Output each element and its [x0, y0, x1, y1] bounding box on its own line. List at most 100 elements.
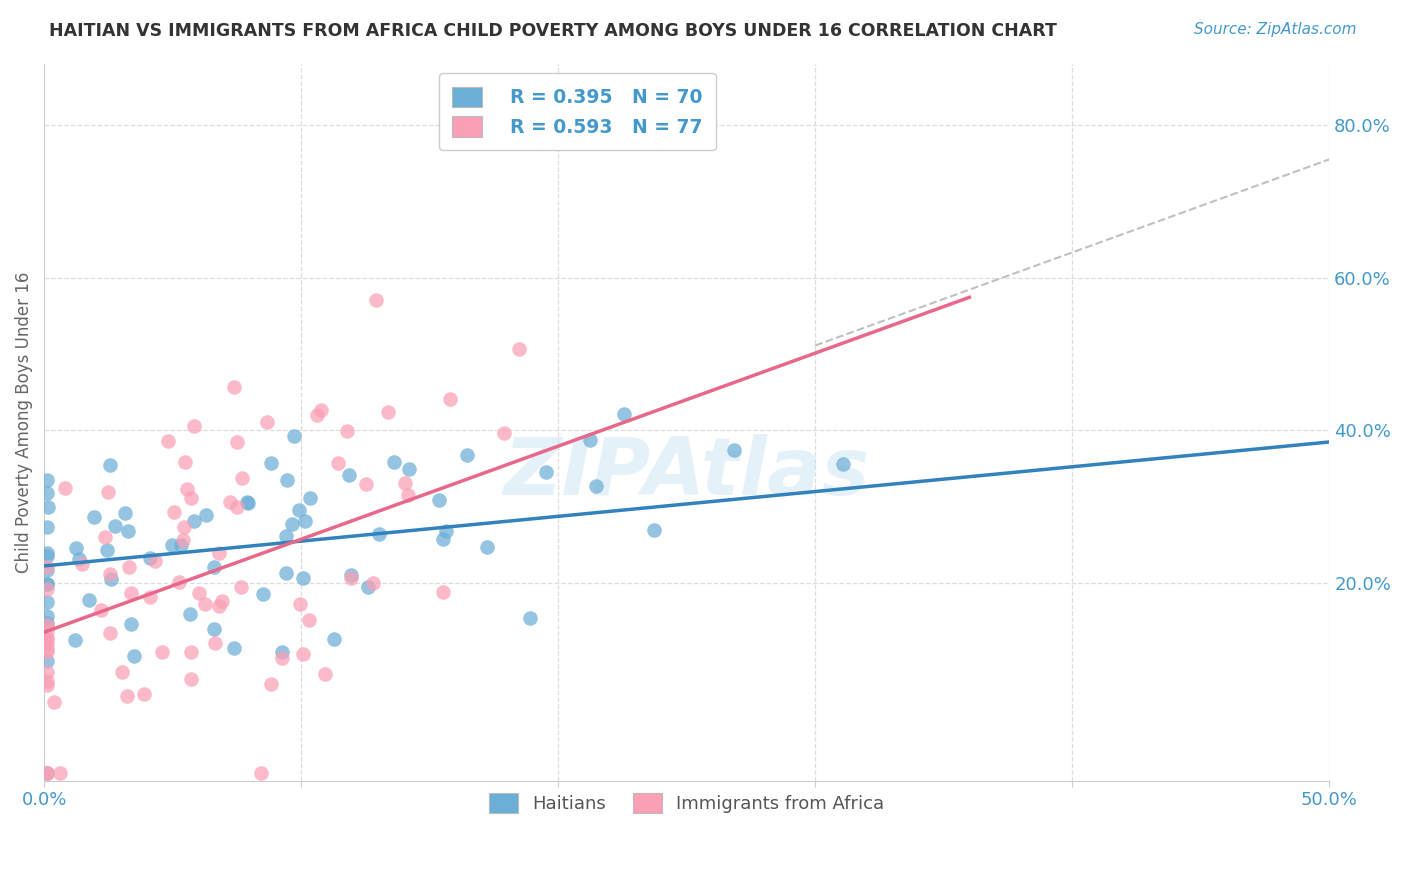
- Text: Source: ZipAtlas.com: Source: ZipAtlas.com: [1194, 22, 1357, 37]
- Legend: Haitians, Immigrants from Africa: Haitians, Immigrants from Africa: [477, 780, 897, 826]
- Point: [292, 571, 315, 585]
- Point: [204, 560, 226, 574]
- Point: [366, 293, 388, 307]
- Point: [613, 407, 636, 421]
- Point: [534, 465, 557, 479]
- Point: [167, 574, 190, 589]
- Point: [118, 560, 141, 574]
- Point: [120, 616, 142, 631]
- Point: [180, 672, 202, 686]
- Point: [434, 524, 457, 539]
- Point: [35, 766, 58, 780]
- Point: [222, 380, 245, 394]
- Point: [294, 514, 316, 528]
- Point: [65, 541, 87, 555]
- Point: [309, 403, 332, 417]
- Point: [94, 530, 117, 544]
- Point: [70, 557, 93, 571]
- Point: [252, 587, 274, 601]
- Point: [117, 689, 139, 703]
- Point: [337, 467, 360, 482]
- Point: [202, 622, 225, 636]
- Point: [204, 636, 226, 650]
- Point: [281, 516, 304, 531]
- Point: [194, 597, 217, 611]
- Point: [67, 551, 90, 566]
- Point: [249, 766, 271, 780]
- Point: [432, 584, 454, 599]
- Point: [35, 520, 58, 534]
- Point: [298, 491, 321, 505]
- Point: [274, 529, 297, 543]
- Point: [208, 599, 231, 614]
- Point: [35, 582, 58, 596]
- Point: [271, 645, 294, 659]
- Point: [35, 564, 58, 578]
- Point: [494, 426, 516, 441]
- Text: ZIPAtlas: ZIPAtlas: [503, 434, 870, 512]
- Point: [723, 442, 745, 457]
- Point: [150, 645, 173, 659]
- Point: [35, 655, 58, 669]
- Point: [323, 632, 346, 646]
- Point: [180, 645, 202, 659]
- Y-axis label: Child Poverty Among Boys Under 16: Child Poverty Among Boys Under 16: [15, 272, 32, 574]
- Point: [35, 641, 58, 656]
- Point: [432, 533, 454, 547]
- Point: [180, 491, 202, 505]
- Point: [832, 457, 855, 471]
- Point: [256, 415, 278, 429]
- Point: [139, 550, 162, 565]
- Point: [97, 485, 120, 500]
- Point: [35, 637, 58, 651]
- Point: [35, 577, 58, 591]
- Point: [291, 647, 314, 661]
- Point: [35, 608, 58, 623]
- Point: [456, 448, 478, 462]
- Point: [382, 454, 405, 468]
- Point: [236, 496, 259, 510]
- Point: [276, 473, 298, 487]
- Point: [396, 488, 419, 502]
- Point: [314, 666, 336, 681]
- Point: [519, 610, 541, 624]
- Point: [35, 766, 58, 780]
- Point: [96, 543, 118, 558]
- Point: [83, 509, 105, 524]
- Point: [143, 554, 166, 568]
- Point: [508, 342, 530, 356]
- Point: [35, 673, 58, 688]
- Point: [226, 434, 249, 449]
- Point: [139, 590, 162, 604]
- Point: [579, 433, 602, 447]
- Point: [236, 494, 259, 508]
- Point: [368, 527, 391, 541]
- Point: [114, 506, 136, 520]
- Point: [283, 429, 305, 443]
- Text: HAITIAN VS IMMIGRANTS FROM AFRICA CHILD POVERTY AMONG BOYS UNDER 16 CORRELATION : HAITIAN VS IMMIGRANTS FROM AFRICA CHILD …: [49, 22, 1057, 40]
- Point: [98, 458, 121, 472]
- Point: [63, 632, 86, 647]
- Point: [53, 481, 76, 495]
- Point: [157, 434, 180, 449]
- Point: [585, 479, 607, 493]
- Point: [35, 486, 58, 500]
- Point: [162, 538, 184, 552]
- Point: [35, 549, 58, 563]
- Point: [335, 425, 357, 439]
- Point: [35, 616, 58, 631]
- Point: [104, 518, 127, 533]
- Point: [122, 648, 145, 663]
- Point: [176, 482, 198, 496]
- Point: [340, 567, 363, 582]
- Point: [231, 471, 253, 485]
- Point: [475, 540, 498, 554]
- Point: [35, 595, 58, 609]
- Point: [398, 462, 420, 476]
- Point: [35, 560, 58, 574]
- Point: [35, 624, 58, 639]
- Point: [100, 572, 122, 586]
- Point: [35, 665, 58, 679]
- Point: [439, 392, 461, 406]
- Point: [298, 613, 321, 627]
